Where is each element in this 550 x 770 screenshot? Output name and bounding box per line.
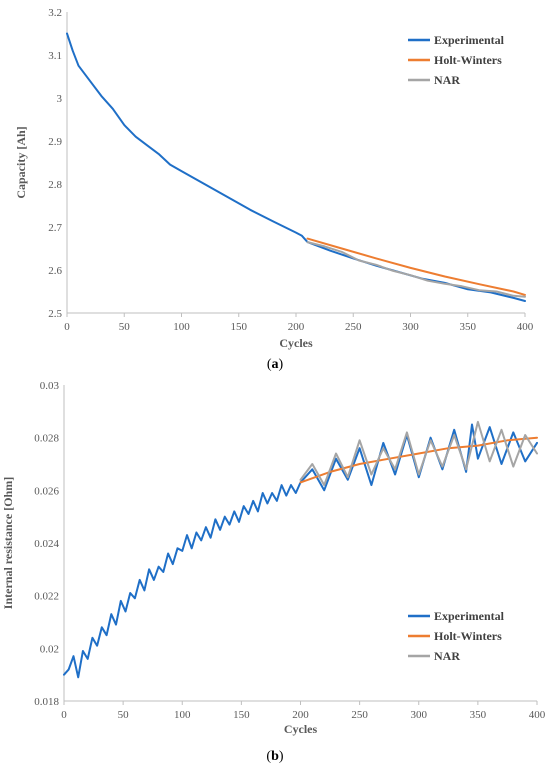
y-tick-label-b: 0.03 [40,380,60,392]
x-tick-label-a: 0 [64,321,70,333]
x-tick-label-b: 300 [411,709,428,721]
x-tick-label-b: 0 [61,709,67,721]
x-tick-label-a: 200 [288,321,305,333]
caption-b: (b) [0,749,550,765]
y-tick-label-b: 0.024 [34,538,59,550]
y-tick-label-a: 2.7 [48,222,62,234]
x-tick-label-a: 250 [345,321,362,333]
y-tick-label-a: 3 [57,93,63,105]
x-tick-label-b: 350 [470,709,487,721]
caption-a-letter: a [271,357,279,372]
x-tick-label-b: 400 [529,709,546,721]
series-line-nar-b [299,420,538,487]
legend-label-holt-winters-a: Holt-Winters [434,53,502,67]
x-tick-label-b: 50 [118,709,130,721]
caption-b-letter: b [271,749,279,764]
y-tick-label-a: 2.5 [48,308,62,320]
series-line-holt-winters-a [306,237,526,296]
y-tick-label-b: 0.026 [34,485,59,497]
x-tick-label-a: 400 [517,321,534,333]
y-tick-label-b: 0.018 [34,696,59,708]
y-tick-label-b: 0.02 [40,643,59,655]
y-tick-label-a: 3.1 [48,50,62,62]
y-tick-label-a: 2.6 [48,265,62,277]
caption-a-close: ) [278,357,284,372]
y-tick-label-a: 2.8 [48,179,62,191]
legend-label-holt-winters-b: Holt-Winters [434,629,502,643]
y-tick-label-a: 3.2 [48,7,62,19]
y-tick-label-b: 0.022 [34,591,59,603]
x-tick-label-a: 350 [460,321,477,333]
x-tick-label-a: 150 [231,321,248,333]
y-axis-label-a: Capacity [Ah] [14,126,28,198]
x-tick-label-b: 200 [292,709,309,721]
series-line-nar-a [306,241,526,298]
caption-a-open: ( [266,357,272,372]
x-tick-label-a: 100 [173,321,190,333]
legend-label-experimental-a: Experimental [434,33,505,47]
x-tick-label-b: 250 [351,709,368,721]
legend-label-nar-b: NAR [434,649,460,663]
x-tick-label-a: 50 [119,321,131,333]
x-tick-label-b: 100 [174,709,191,721]
legend-label-experimental-b: Experimental [434,609,505,623]
legend-label-nar-a: NAR [434,73,460,87]
y-axis-label-b: Internal resistance [Ohm] [1,477,15,609]
caption-b-close: ) [278,749,284,764]
caption-b-open: ( [266,749,272,764]
x-axis-label-b: Cycles [284,722,318,736]
x-tick-label-b: 150 [233,709,250,721]
x-axis-label-a: Cycles [279,336,313,350]
y-tick-label-a: 2.9 [48,136,62,148]
caption-a: (a) [0,357,550,373]
y-tick-label-b: 0.028 [34,433,59,445]
x-tick-label-a: 300 [402,321,419,333]
